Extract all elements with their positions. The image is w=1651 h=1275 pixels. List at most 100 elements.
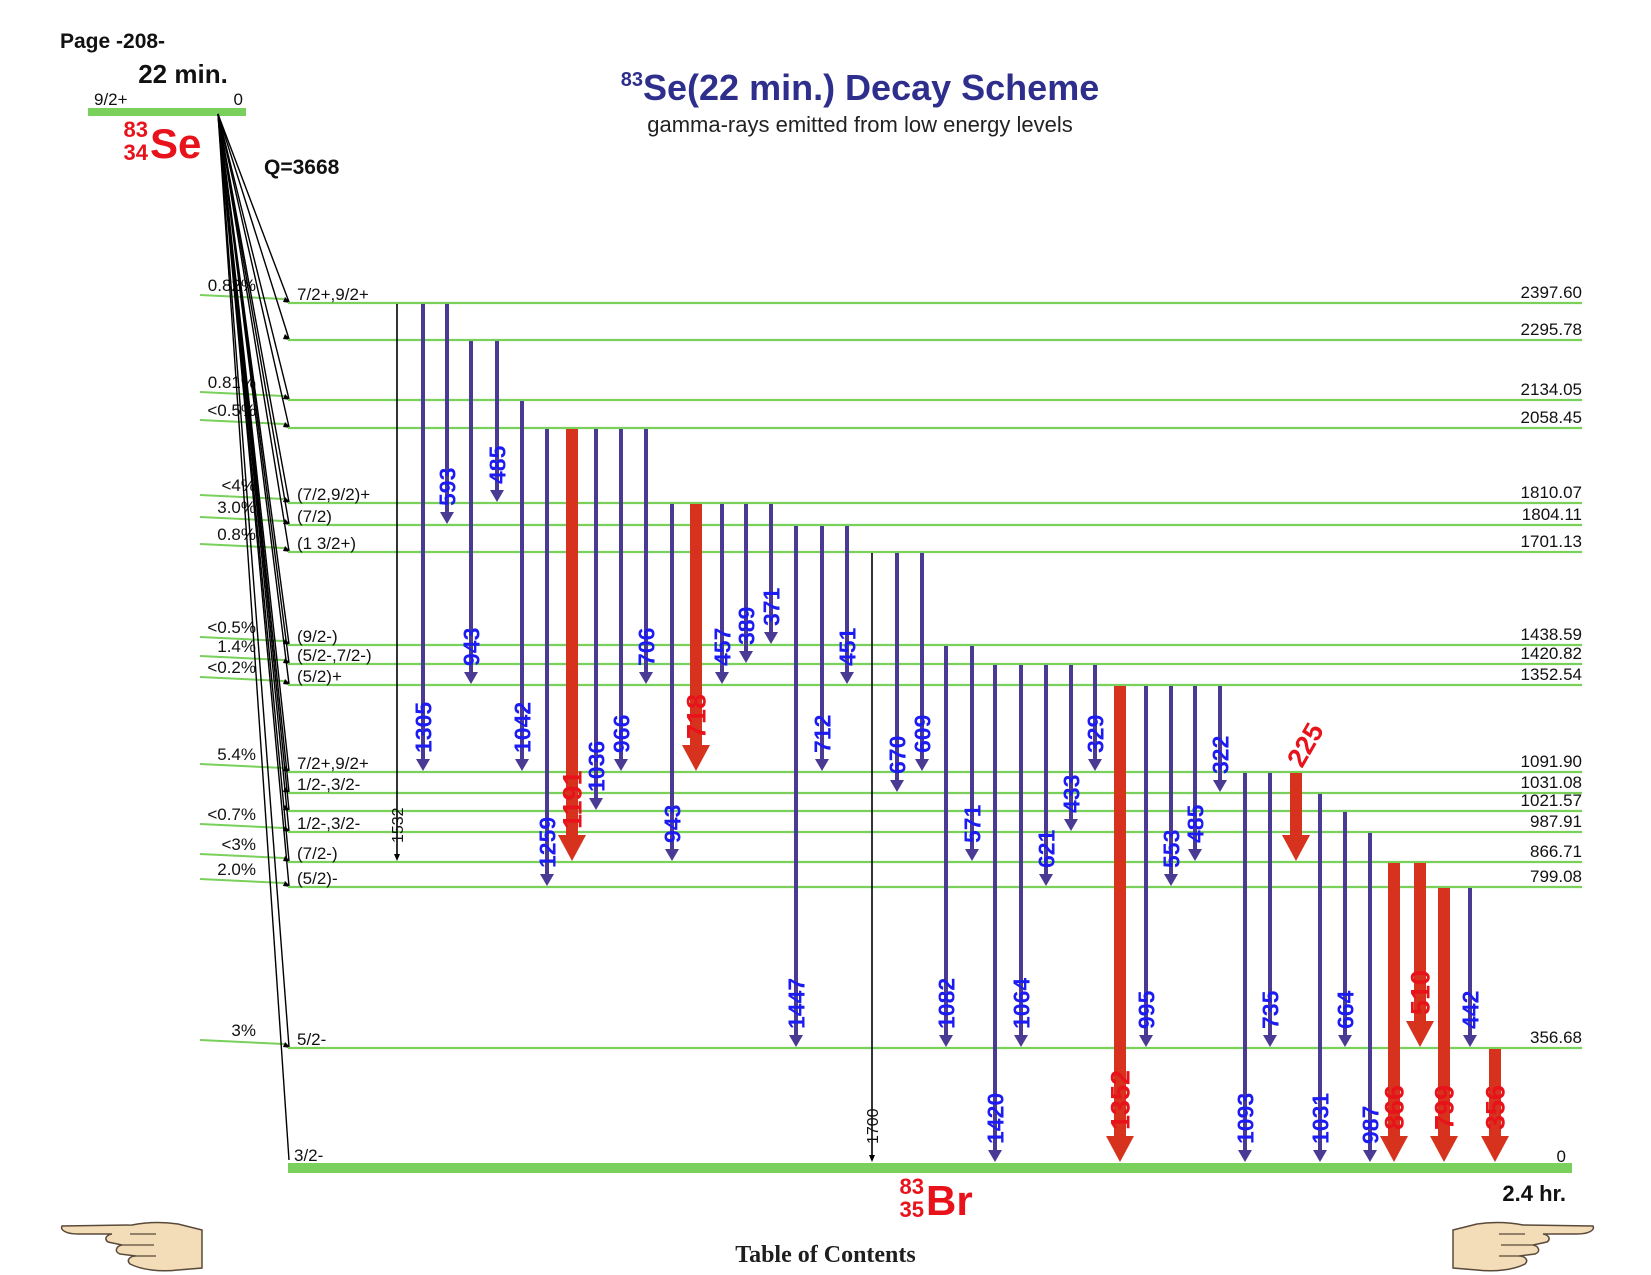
gamma-transition: 1042: [509, 401, 535, 771]
gamma-transition: 1305: [410, 304, 436, 771]
parent-energy: 0: [234, 90, 243, 109]
beta-feed-arrowhead: [283, 881, 291, 887]
level-spin-label: (5/2)+: [297, 667, 342, 686]
gamma-transition: 457: [709, 504, 735, 684]
level-spin-label: 1/2-,3/2-: [297, 814, 360, 833]
level-spin-label: (5/2)-: [297, 869, 338, 888]
gamma-transition: 322: [1207, 686, 1233, 792]
feed-marker-line: [199, 543, 285, 549]
daughter-symbol: Br: [926, 1177, 973, 1224]
gamma-arrowhead: [988, 1150, 1002, 1162]
gamma-arrowhead: [1263, 1035, 1277, 1047]
gamma-energy-label: 1042: [509, 702, 535, 753]
gamma-transition: 735: [1257, 773, 1283, 1047]
gamma-energy-label: 735: [1257, 990, 1283, 1029]
daughter-mass-number: 83: [900, 1174, 924, 1199]
gamma-energy-label: 1700: [865, 1108, 882, 1144]
gamma-transition: 329: [1082, 665, 1108, 771]
beta-feed-arrowhead: [283, 334, 291, 340]
previous-page-hand-icon[interactable]: [60, 1218, 205, 1273]
beta-feed-line: [217, 113, 290, 400]
gamma-energy-label: 987: [1357, 1106, 1383, 1144]
gamma-energy-label: 1093: [1232, 1093, 1258, 1144]
gamma-energy-label: 322: [1207, 736, 1233, 774]
gamma-transition: 433: [1058, 665, 1084, 831]
feed-marker-line: [199, 763, 285, 769]
ground-spin: 3/2-: [294, 1146, 323, 1165]
parent-spin: 9/2+: [94, 90, 128, 109]
gamma-transition: 866: [1380, 863, 1410, 1162]
gamma-arrowhead: [639, 672, 653, 684]
level-energy-label: 799.08: [1530, 867, 1582, 886]
gamma-energy-label: 371: [758, 587, 784, 626]
feed-marker-line: [199, 878, 285, 884]
gamma-transition: 1532: [390, 304, 407, 861]
feed-marker-line: [199, 853, 285, 859]
gamma-shaft: [1414, 863, 1426, 1023]
gamma-arrowhead: [1430, 1136, 1458, 1162]
feed-marker-line: [199, 391, 285, 397]
gamma-arrowhead: [789, 1035, 803, 1047]
gamma-energy-label: 356: [1481, 1085, 1511, 1130]
gamma-arrowhead: [715, 672, 729, 684]
gamma-arrowhead: [739, 651, 753, 663]
gamma-transition: 1447: [783, 526, 809, 1047]
beta-feed-arrowhead: [283, 679, 291, 685]
beta-feed-line: [217, 113, 290, 887]
level-energy-label: 1701.13: [1521, 532, 1582, 551]
gamma-transition: 995: [1133, 686, 1159, 1047]
level-energy-label: 866.71: [1530, 842, 1582, 861]
feed-intensity-label: 3%: [231, 1021, 256, 1040]
title-mass-number: 83: [621, 69, 643, 91]
gamma-arrowhead: [1363, 1150, 1377, 1162]
q-value: Q=3668: [264, 156, 340, 179]
parent-mass-number: 83: [124, 117, 148, 142]
beta-feed-line: [217, 113, 290, 525]
gamma-transition: 1064: [1008, 665, 1034, 1047]
next-page-hand-icon[interactable]: [1450, 1218, 1595, 1273]
diagram-title: 83Se(22 min.) Decay Scheme: [621, 67, 1099, 108]
feed-intensity-label: <0.2%: [207, 658, 256, 677]
level-energy-label: 2397.60: [1521, 283, 1582, 302]
parent-halflife: 22 min.: [138, 59, 228, 89]
feed-marker-line: [199, 1039, 285, 1045]
feed-intensity-label: <4%: [222, 476, 257, 495]
gamma-arrowhead: [1213, 780, 1227, 792]
gamma-arrowhead: [1188, 849, 1202, 861]
gamma-transition: 1700: [865, 553, 882, 1162]
level-energy-label: 1021.57: [1521, 791, 1582, 810]
gamma-transition: 621: [1033, 665, 1059, 886]
energy-levels: 2397.60 7/2+,9/2+ 2295.78 2134.05 2058.45 181…: [288, 283, 1582, 1050]
gamma-arrowhead: [1064, 819, 1078, 831]
level-energy-label: 356.68: [1530, 1028, 1582, 1047]
level-spin-label: (1 3/2+): [297, 534, 356, 553]
beta-feed-line: [217, 113, 290, 303]
gamma-transition: 389: [733, 504, 759, 663]
gamma-energy-label: 943: [458, 628, 484, 666]
gamma-arrowhead: [1463, 1035, 1477, 1047]
gamma-energy-label: 670: [884, 736, 910, 774]
gamma-arrowhead: [614, 759, 628, 771]
table-of-contents-link[interactable]: Table of Contents: [735, 1242, 916, 1268]
gamma-arrowhead: [965, 849, 979, 861]
gamma-energy-label: 1036: [583, 741, 609, 792]
gamma-arrowhead: [464, 672, 478, 684]
level-energy-label: 2295.78: [1521, 320, 1582, 339]
beta-feed-arrowhead: [283, 546, 291, 552]
feed-intensity-label: 3.0%: [217, 498, 256, 517]
feed-intensity-label: 5.4%: [217, 745, 256, 764]
feed-intensity-label: <0.5%: [207, 618, 256, 637]
gamma-energy-label: 485: [484, 445, 510, 484]
gamma-transition: 510: [1406, 863, 1436, 1047]
gamma-shaft: [690, 504, 702, 747]
level-spin-label: 7/2+,9/2+: [297, 285, 369, 304]
gamma-energy-label: 451: [834, 627, 860, 666]
gamma-transition: 1352: [1106, 686, 1136, 1162]
gamma-energy-label: 718: [682, 694, 712, 739]
gamma-energy-label: 329: [1082, 715, 1108, 753]
gamma-arrowhead: [840, 672, 854, 684]
gamma-arrowhead: [815, 759, 829, 771]
beta-feed-arrowhead: [283, 422, 291, 428]
